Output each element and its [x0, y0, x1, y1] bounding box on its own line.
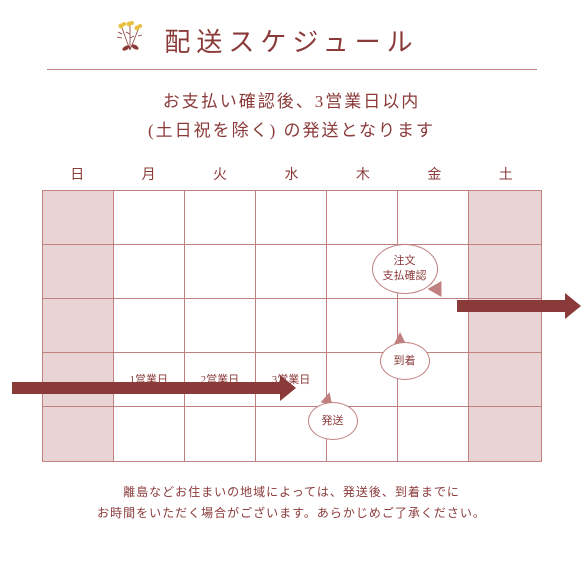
day-header-mon: 月 — [113, 164, 184, 184]
cell-biz2: 2営業日 — [185, 353, 256, 407]
title-area: 配送スケジュール — [0, 0, 583, 70]
subtitle: お支払い確認後、3営業日以内 (土日祝を除く) の発送となります — [0, 88, 583, 146]
day-header-fri: 金 — [399, 164, 470, 184]
cell — [469, 407, 540, 461]
subtitle-line2: (土日祝を除く) の発送となります — [0, 117, 583, 146]
calendar: 日 月 火 水 木 金 土 1営業日 2営業日 3営業日 — [42, 164, 542, 462]
cell — [327, 299, 398, 353]
cell — [43, 299, 114, 353]
cell — [43, 353, 114, 407]
cell — [43, 407, 114, 461]
bubble-arrive: 到着 — [380, 342, 430, 380]
cell — [256, 299, 327, 353]
cell — [327, 191, 398, 245]
title-underline — [47, 69, 537, 70]
cell-biz1: 1営業日 — [114, 353, 185, 407]
cell — [469, 191, 540, 245]
cell — [469, 245, 540, 299]
footer-line2: お時間をいただく場合がございます。あらかじめご了承ください。 — [0, 503, 583, 525]
bubble-order: 注文 支払確認 — [372, 244, 438, 294]
cell — [185, 299, 256, 353]
flower-icon — [110, 20, 150, 61]
arrow-icon — [457, 300, 567, 312]
day-header-tue: 火 — [184, 164, 255, 184]
cell — [114, 245, 185, 299]
calendar-grid: 1営業日 2営業日 3営業日 — [42, 190, 542, 462]
cell — [114, 299, 185, 353]
cell — [398, 407, 469, 461]
arrow-icon — [12, 382, 282, 394]
footer-note: 離島などお住まいの地域によっては、発送後、到着までに お時間をいただく場合がござ… — [0, 482, 583, 525]
subtitle-line1: お支払い確認後、3営業日以内 — [0, 88, 583, 117]
cell — [43, 245, 114, 299]
cell — [256, 191, 327, 245]
page-title: 配送スケジュール — [0, 22, 583, 59]
cell — [185, 407, 256, 461]
bubble-ship: 発送 — [308, 402, 358, 440]
footer-line1: 離島などお住まいの地域によっては、発送後、到着までに — [0, 482, 583, 504]
day-header-wed: 水 — [256, 164, 327, 184]
day-header-sun: 日 — [42, 164, 113, 184]
cell — [256, 245, 327, 299]
cell — [185, 245, 256, 299]
cell — [114, 407, 185, 461]
day-headers: 日 月 火 水 木 金 土 — [42, 164, 542, 184]
cell — [43, 191, 114, 245]
day-header-thu: 木 — [327, 164, 398, 184]
cell — [398, 191, 469, 245]
cell — [469, 353, 540, 407]
cell — [185, 191, 256, 245]
day-header-sat: 土 — [470, 164, 541, 184]
cell — [114, 191, 185, 245]
